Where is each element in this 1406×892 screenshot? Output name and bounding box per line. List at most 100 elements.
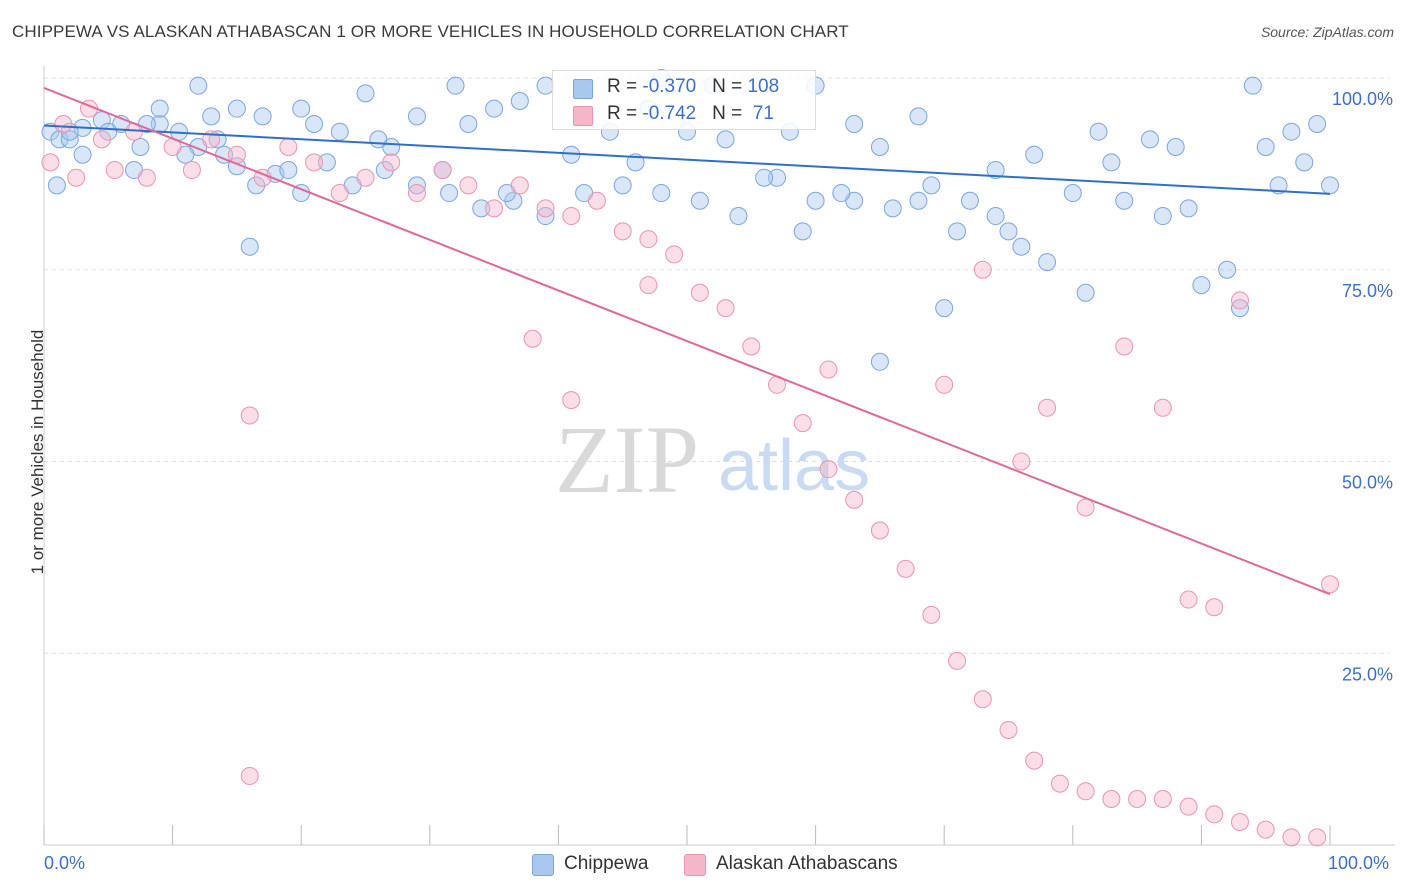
legend-r-value: -0.742 xyxy=(642,103,697,124)
data-point xyxy=(1205,805,1224,824)
data-point xyxy=(1308,115,1327,134)
data-point xyxy=(382,153,401,172)
data-point xyxy=(1192,276,1211,295)
data-point xyxy=(1050,774,1069,793)
legend-r-label: R = xyxy=(607,76,643,97)
y-tick-label: 100.0% xyxy=(1332,89,1393,109)
data-point xyxy=(41,153,60,172)
data-point xyxy=(562,207,581,226)
trend-line-chippewa xyxy=(43,124,1331,195)
data-point xyxy=(613,222,632,241)
data-point xyxy=(1076,283,1095,302)
x-tick-label-max: 100.0% xyxy=(1328,853,1390,873)
watermark-atlas: atlas xyxy=(718,426,870,506)
legend-swatch-chippewa xyxy=(532,854,554,876)
data-point xyxy=(948,651,967,670)
data-point xyxy=(536,207,555,226)
data-point xyxy=(819,360,838,379)
data-point xyxy=(742,337,761,356)
x-tick-label-min: 0.0% xyxy=(44,853,86,873)
data-point xyxy=(150,99,169,118)
data-point xyxy=(253,107,272,126)
data-point xyxy=(806,191,825,210)
series-chippewa-points xyxy=(41,69,1339,371)
data-point xyxy=(330,184,349,203)
data-point xyxy=(504,191,523,210)
data-point xyxy=(305,153,324,172)
data-point xyxy=(1230,812,1249,831)
data-point xyxy=(870,138,889,157)
data-point xyxy=(189,76,208,95)
data-point xyxy=(1089,122,1108,141)
data-point xyxy=(690,191,709,210)
data-point xyxy=(729,207,748,226)
data-point xyxy=(292,99,311,118)
data-point xyxy=(845,115,864,134)
data-point xyxy=(105,161,124,180)
data-point xyxy=(665,245,684,264)
grid-lines xyxy=(44,77,1390,654)
data-point xyxy=(832,184,851,203)
data-point xyxy=(1025,751,1044,770)
data-point xyxy=(375,161,394,180)
trend-line-alaskan-athabascans xyxy=(43,87,1331,596)
data-point xyxy=(1012,237,1031,256)
data-point xyxy=(305,115,324,134)
data-point xyxy=(459,115,478,134)
data-point xyxy=(1321,575,1339,594)
data-point xyxy=(1243,76,1262,95)
data-point xyxy=(690,283,709,302)
data-point xyxy=(1153,789,1172,808)
data-point xyxy=(1038,398,1057,417)
data-point xyxy=(999,720,1018,739)
data-point xyxy=(639,276,658,295)
data-point xyxy=(485,199,504,218)
watermark: ZIP atlas xyxy=(555,406,870,513)
y-tick-label: 25.0% xyxy=(1342,664,1393,684)
data-point xyxy=(999,222,1018,241)
y-axis-label: 1 or more Vehicles in Household xyxy=(28,329,47,575)
data-point xyxy=(485,99,504,118)
data-point xyxy=(279,161,298,180)
source-label: Source: ZipAtlas.com xyxy=(1260,24,1394,40)
data-point xyxy=(652,184,671,203)
data-point xyxy=(716,299,735,318)
data-point xyxy=(948,222,967,241)
data-point xyxy=(922,605,941,624)
data-point xyxy=(1128,789,1147,808)
legend-swatch-alaskan xyxy=(573,106,593,126)
data-point xyxy=(356,84,375,103)
axes xyxy=(43,66,1395,846)
data-point xyxy=(510,176,529,195)
legend-n-label: N = xyxy=(712,103,748,124)
data-point xyxy=(986,161,1005,180)
data-point xyxy=(909,107,928,126)
data-point xyxy=(935,299,954,318)
data-point xyxy=(50,130,69,149)
data-point xyxy=(1230,291,1249,310)
data-point xyxy=(67,168,86,187)
data-point xyxy=(960,191,979,210)
data-point xyxy=(870,352,889,371)
data-point xyxy=(202,107,221,126)
data-point xyxy=(1153,207,1172,226)
data-point xyxy=(1115,337,1134,356)
data-point xyxy=(973,260,992,279)
legend-swatch-alaskan xyxy=(684,854,706,876)
data-point xyxy=(433,161,452,180)
data-point xyxy=(819,460,838,479)
data-point xyxy=(407,107,426,126)
data-point xyxy=(1256,820,1275,839)
legend-row-alaskan: R = -0.742 N = 71 xyxy=(573,102,774,126)
data-point xyxy=(407,176,426,195)
data-point xyxy=(1269,176,1288,195)
data-point xyxy=(472,199,491,218)
data-point xyxy=(99,122,118,141)
data-point xyxy=(1256,138,1275,157)
y-tick-labels: 25.0% 50.0% 75.0% 100.0% xyxy=(1332,89,1393,684)
data-point xyxy=(54,115,73,134)
data-point xyxy=(240,766,259,785)
data-point xyxy=(92,130,111,149)
data-point xyxy=(935,375,954,394)
